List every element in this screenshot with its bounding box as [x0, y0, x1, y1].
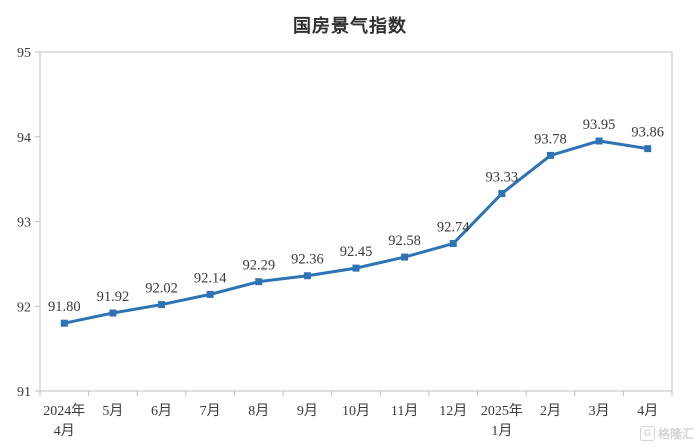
data-point-marker [206, 290, 214, 298]
x-tick-label: 6月 [151, 403, 172, 419]
data-point-label: 93.78 [534, 131, 567, 147]
y-tick-label: 95 [17, 46, 31, 61]
data-point-marker [401, 253, 409, 261]
data-point-label: 92.02 [145, 281, 178, 297]
x-tick-label: 10月 [342, 403, 370, 419]
x-tick-label: 5月 [102, 403, 123, 419]
data-point-marker [60, 319, 68, 327]
chart-title: 国房景气指数 [293, 16, 407, 36]
y-tick-label: 93 [17, 216, 31, 231]
data-point-label: 92.36 [291, 252, 324, 268]
data-point-label: 92.58 [388, 233, 421, 249]
x-tick-label: 2025年 1月 [481, 403, 523, 439]
data-point-marker [109, 309, 117, 317]
data-point-marker [449, 240, 457, 248]
gelonghui-logo-icon: G [639, 426, 655, 441]
data-point-marker [255, 278, 263, 286]
data-point-marker [498, 190, 506, 198]
x-tick-label: 7月 [200, 403, 221, 419]
x-tick-label: 12月 [439, 403, 467, 419]
x-tick-label: 4月 [637, 403, 658, 419]
y-tick-label: 91 [17, 385, 31, 400]
x-tick-label: 8月 [248, 403, 269, 419]
data-point-label: 93.86 [631, 125, 664, 141]
data-point-label: 92.14 [194, 270, 227, 286]
x-tick-label: 11月 [391, 403, 418, 419]
data-point-marker [303, 272, 311, 280]
data-point-marker [352, 264, 360, 272]
data-point-marker [546, 151, 554, 159]
data-point-label: 92.45 [340, 244, 373, 260]
data-point-label: 91.92 [97, 289, 130, 305]
data-point-label: 93.33 [486, 170, 519, 186]
y-tick-label: 94 [17, 131, 31, 146]
watermark-text: 格隆汇 [657, 427, 694, 441]
x-tick-label: 2024年 4月 [43, 403, 85, 439]
y-tick-label: 92 [17, 300, 31, 315]
data-point-label: 92.74 [437, 220, 470, 236]
x-tick-label: 2月 [540, 403, 561, 419]
data-point-label: 91.80 [48, 299, 81, 315]
plot-border [39, 51, 673, 392]
x-tick-label: 9月 [297, 403, 318, 419]
watermark: G 格隆汇 [639, 425, 694, 442]
data-point-label: 93.95 [583, 117, 616, 133]
data-point-label: 92.29 [242, 258, 275, 274]
x-tick-label: 3月 [589, 403, 610, 419]
data-point-marker [595, 137, 603, 145]
data-point-marker [158, 301, 166, 309]
data-point-marker [644, 145, 652, 153]
